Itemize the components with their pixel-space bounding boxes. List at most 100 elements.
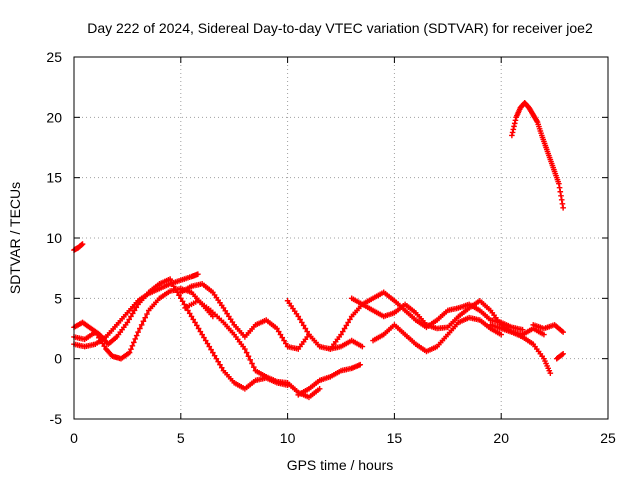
- data-point: [275, 328, 282, 335]
- data-point: [186, 310, 193, 317]
- data-point: [559, 351, 565, 358]
- data-point: [133, 304, 140, 311]
- data-point: [195, 271, 201, 277]
- data-point: [172, 286, 179, 293]
- data-point: [227, 316, 234, 323]
- data-point: [129, 310, 136, 317]
- series-track-1: [71, 241, 86, 253]
- data-point: [560, 351, 566, 357]
- data-point: [79, 241, 86, 247]
- x-tick-label: 15: [387, 430, 403, 446]
- series-track-6: [178, 281, 312, 352]
- series-track-11: [348, 295, 547, 338]
- data-point: [92, 329, 99, 335]
- data-point: [229, 319, 236, 325]
- series-track-4: [71, 285, 216, 362]
- series-track-15: [553, 351, 566, 362]
- data-point: [138, 322, 145, 328]
- data-point: [300, 322, 307, 329]
- data-point: [247, 357, 254, 363]
- data-point: [179, 298, 186, 305]
- data-point: [128, 313, 134, 320]
- data-point: [185, 307, 191, 314]
- data-point: [131, 339, 137, 346]
- data-point: [339, 328, 346, 335]
- data-point: [498, 331, 504, 338]
- data-point: [541, 331, 547, 338]
- data-point: [213, 355, 220, 362]
- data-point: [279, 334, 286, 341]
- data-point: [94, 332, 100, 338]
- data-point: [558, 196, 565, 203]
- data-point: [343, 322, 350, 329]
- data-point: [509, 132, 515, 139]
- series-track-12: [370, 314, 504, 355]
- data-point: [131, 307, 138, 314]
- data-point: [557, 188, 564, 195]
- data-point: [224, 310, 230, 317]
- data-point: [181, 301, 188, 308]
- y-axis-label: SDTVAR / TECUs: [7, 182, 23, 294]
- data-point: [304, 328, 310, 335]
- data-point: [281, 337, 287, 344]
- y-tick-label: 25: [46, 49, 62, 65]
- data-point: [167, 277, 173, 284]
- data-point: [211, 352, 218, 359]
- data-point: [206, 343, 213, 350]
- data-point: [512, 117, 519, 124]
- series-track-13: [487, 322, 554, 376]
- data-point: [341, 325, 348, 332]
- x-tick-label: 5: [177, 430, 185, 446]
- series-track-8: [284, 297, 366, 352]
- data-point: [274, 325, 280, 332]
- data-point: [316, 386, 323, 392]
- data-point: [132, 336, 139, 342]
- data-point: [194, 322, 200, 329]
- data-point: [137, 325, 143, 332]
- data-point: [249, 360, 255, 367]
- data-point: [178, 295, 184, 302]
- data-point: [302, 325, 309, 332]
- data-point: [556, 180, 562, 187]
- x-tick-label: 10: [280, 430, 296, 446]
- data-point: [560, 329, 566, 335]
- data-point: [299, 319, 305, 326]
- data-point: [250, 364, 257, 370]
- data-point: [509, 129, 516, 136]
- data-point: [195, 325, 202, 332]
- data-point: [556, 184, 563, 191]
- data-point: [345, 319, 351, 326]
- data-point: [558, 192, 564, 199]
- chart-title: Day 222 of 2024, Sidereal Day-to-day VTE…: [87, 20, 593, 36]
- data-point: [176, 292, 182, 299]
- data-point: [201, 334, 207, 341]
- data-point: [135, 329, 141, 335]
- series-track-9: [295, 361, 364, 398]
- data-point: [338, 331, 344, 338]
- data-point: [242, 346, 248, 352]
- y-tick-label: 20: [46, 109, 62, 125]
- data-point: [511, 123, 517, 130]
- data-point: [559, 201, 566, 207]
- series-trace: [169, 279, 289, 390]
- grid-lines: [74, 57, 608, 419]
- data-series: [71, 100, 566, 401]
- data-point: [199, 331, 205, 338]
- series-track-5: [167, 277, 291, 392]
- data-point: [511, 120, 518, 127]
- data-point: [170, 283, 177, 290]
- axis-ticks: [73, 56, 609, 420]
- data-point: [208, 346, 214, 353]
- data-point: [133, 332, 140, 339]
- x-tick-label: 0: [70, 430, 78, 446]
- y-tick-label: 10: [46, 230, 62, 246]
- data-point: [101, 343, 108, 349]
- data-point: [99, 340, 106, 347]
- data-point: [96, 334, 102, 341]
- data-point: [295, 313, 302, 320]
- data-point: [215, 358, 221, 365]
- data-point: [188, 313, 195, 320]
- data-point: [283, 340, 289, 347]
- data-point: [126, 349, 133, 356]
